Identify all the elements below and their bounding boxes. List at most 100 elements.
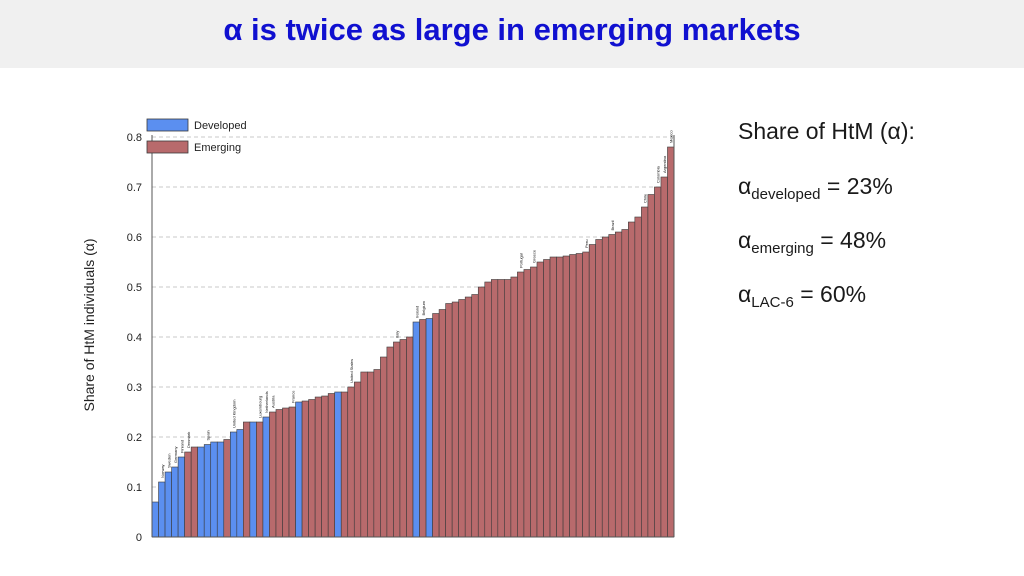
bar-label: Greece	[532, 249, 537, 263]
bar	[367, 371, 375, 538]
bar	[530, 266, 538, 538]
bar-label: Sweden	[166, 454, 171, 468]
bar	[230, 431, 238, 538]
legend-swatch	[146, 140, 189, 154]
bar	[595, 239, 603, 538]
y-tick-label: 0.3	[127, 382, 142, 394]
bar-label: France	[290, 390, 295, 403]
y-axis-label: Share of HtM individuals (α)	[81, 238, 97, 411]
legend-swatch	[146, 118, 189, 132]
alpha-value: = 60%	[800, 281, 867, 307]
bar	[151, 501, 159, 538]
y-tick-labels: 0 0.1 0.2 0.3 0.4 0.5 0.6 0.7 0.8	[127, 132, 142, 544]
alpha-developed: αdeveloped = 23%	[738, 173, 893, 203]
bar	[223, 439, 231, 538]
alpha-symbol: α	[738, 173, 752, 199]
bar	[243, 421, 251, 538]
bar-label: Belgium	[421, 300, 426, 315]
bar	[334, 391, 342, 538]
bar	[654, 186, 662, 538]
bar	[203, 444, 212, 538]
slide-title: α is twice as large in emerging markets	[223, 12, 801, 47]
bar	[262, 416, 270, 538]
y-tick-label: 0.6	[127, 232, 142, 244]
legend-label: Developed	[194, 120, 247, 132]
y-tick-label: 0	[136, 532, 142, 544]
alpha-value: = 23%	[826, 173, 893, 199]
y-tick-label: 0.4	[127, 332, 142, 344]
bar	[314, 396, 322, 538]
bar	[562, 255, 570, 538]
bar	[451, 301, 459, 538]
bar	[236, 429, 244, 538]
alpha-subscript: emerging	[751, 240, 814, 257]
bar	[269, 411, 277, 538]
bar	[177, 456, 185, 538]
bar	[380, 356, 388, 538]
bar	[543, 259, 551, 538]
bar-label: Peru	[584, 240, 589, 248]
bar-label: Mexico	[669, 130, 674, 143]
bar	[432, 313, 440, 538]
bar	[660, 176, 668, 538]
alpha-symbol: α	[738, 281, 752, 307]
bar	[504, 279, 512, 538]
bar	[210, 441, 218, 538]
bar	[517, 271, 525, 538]
bar	[321, 395, 329, 538]
bar	[641, 206, 649, 538]
alpha-lac6: αLAC-6 = 60%	[738, 281, 866, 311]
bar-label: Austria	[271, 395, 276, 408]
bar	[393, 341, 401, 538]
bar-label: Denmark	[186, 432, 191, 448]
legend-label: Emerging	[194, 142, 241, 154]
bar	[171, 466, 179, 538]
bar-label: Portugal	[519, 253, 524, 268]
bar-label: Colombia	[656, 165, 661, 183]
y-tick-label: 0.7	[127, 182, 142, 194]
alpha-symbol: α	[738, 227, 752, 253]
bar	[301, 400, 309, 538]
bar	[634, 216, 642, 538]
bar-label: United Kingdom	[232, 399, 237, 428]
bar	[158, 481, 166, 538]
bar	[464, 296, 473, 538]
bar	[340, 391, 349, 538]
bar	[256, 421, 264, 538]
bar	[523, 269, 531, 538]
bar-label: Germany	[173, 447, 178, 463]
bar	[190, 446, 198, 538]
bar	[458, 299, 466, 538]
bar	[667, 146, 675, 538]
bar	[588, 244, 596, 538]
bar-label: Ireland	[414, 306, 419, 318]
bar	[477, 286, 486, 538]
bar	[490, 279, 499, 538]
bar	[412, 321, 420, 538]
bar	[556, 256, 564, 538]
bar	[425, 318, 433, 538]
y-tick-label: 0.1	[127, 482, 142, 494]
y-tick-label: 0.5	[127, 282, 142, 294]
alpha-emerging: αemerging = 48%	[738, 227, 886, 257]
bar-label: Argentina	[662, 155, 667, 173]
bars	[151, 146, 675, 538]
bar	[164, 471, 172, 538]
bar	[419, 319, 427, 538]
bar-label: Luxembourg	[258, 396, 263, 418]
bar-label: Netherlands	[264, 391, 269, 413]
bar	[386, 346, 394, 538]
bar	[497, 279, 505, 538]
y-tick-label: 0.2	[127, 432, 142, 444]
bar	[308, 399, 316, 538]
bar-label: United States	[349, 359, 354, 383]
bar	[360, 371, 368, 538]
bar	[536, 261, 544, 538]
bar-label: Norway	[160, 464, 165, 478]
bar	[484, 281, 492, 538]
bar	[549, 256, 557, 538]
bar-label: Spain	[205, 430, 210, 440]
bar	[608, 234, 616, 538]
